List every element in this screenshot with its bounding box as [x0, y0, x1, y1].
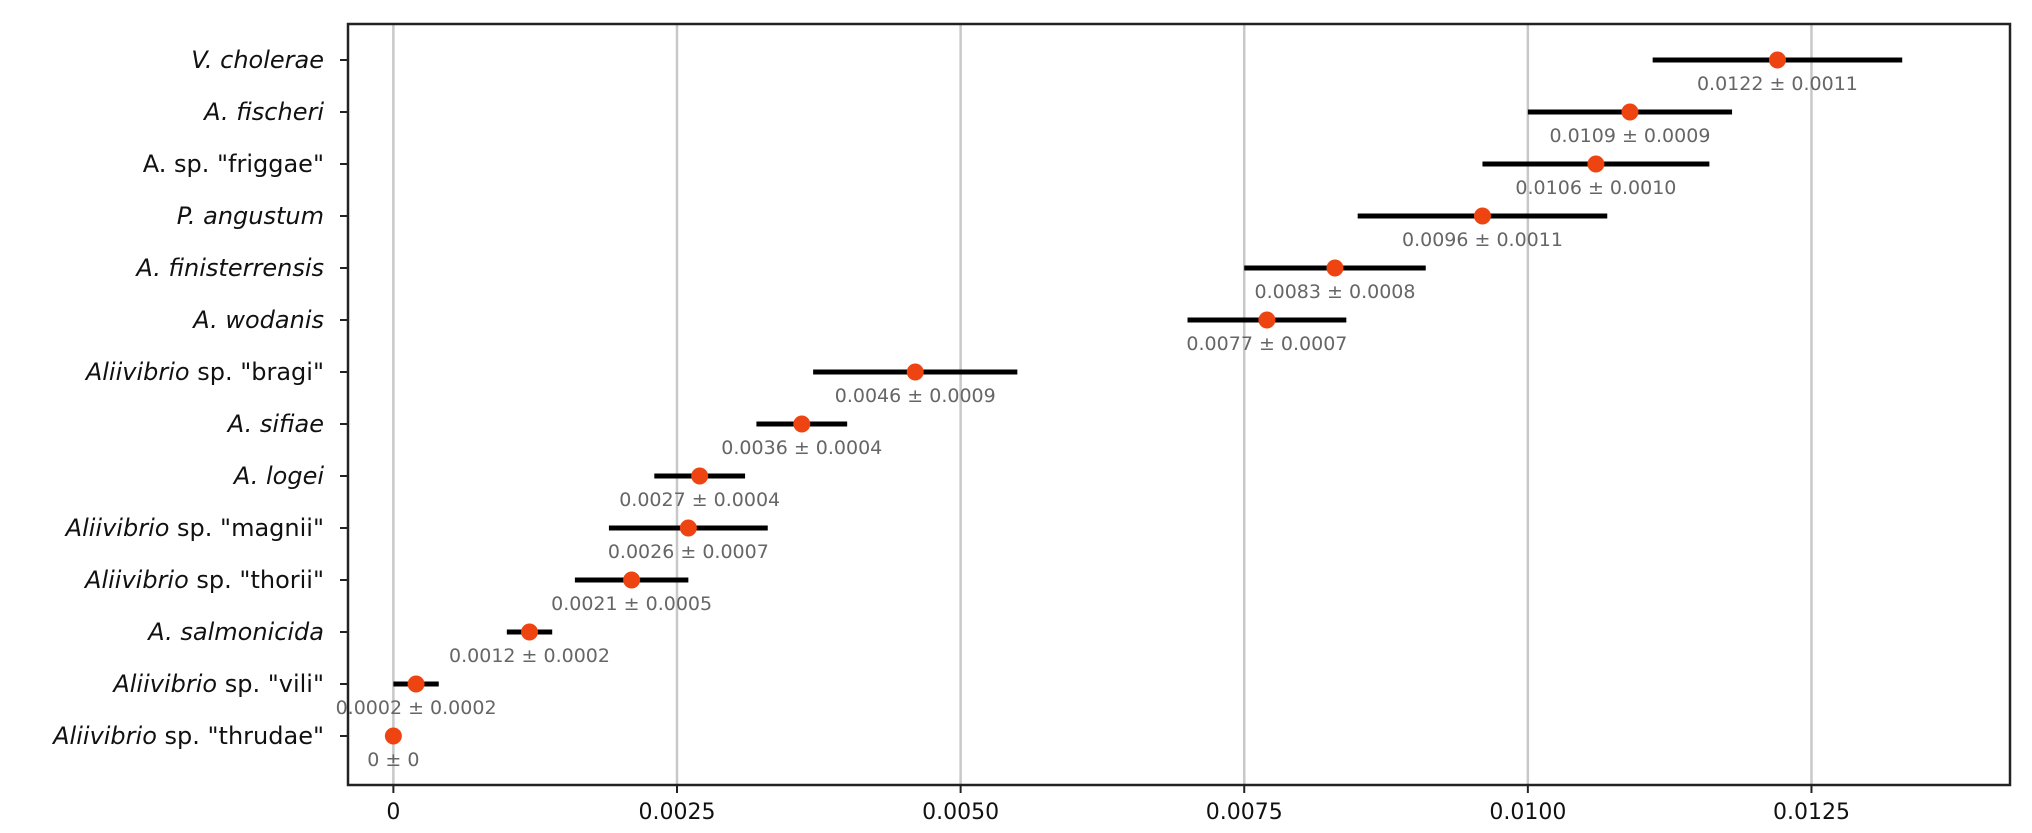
y-tick-label: Aliivibrio sp. "thorii": [83, 566, 324, 594]
y-label-plain-part: A. sp. "friggae": [143, 150, 324, 178]
data-point: [623, 571, 641, 589]
x-tick-label: 0.0025: [639, 800, 716, 825]
y-tick-label: A. sifiae: [226, 410, 324, 438]
data-point: [1258, 311, 1276, 329]
data-label: 0 ± 0: [367, 749, 419, 771]
y-tick-label: A. logei: [232, 462, 324, 490]
y-label-italic-part: A. logei: [232, 462, 324, 490]
data-label: 0.0002 ± 0.0002: [336, 697, 497, 719]
y-label-italic-part: Aliivibrio: [64, 514, 170, 542]
y-tick-label: P. angustum: [177, 202, 324, 230]
y-label-italic-part: Aliivibrio: [51, 722, 157, 750]
data-point: [1768, 51, 1786, 69]
data-point: [691, 467, 709, 485]
y-label-italic-part: A. finisterrensis: [134, 254, 324, 282]
data-label: 0.0077 ± 0.0007: [1186, 333, 1347, 355]
data-label: 0.0096 ± 0.0011: [1402, 229, 1563, 251]
data-point: [407, 675, 425, 693]
data-label: 0.0046 ± 0.0009: [835, 385, 996, 407]
data-label: 0.0026 ± 0.0007: [608, 541, 769, 563]
data-label: 0.0106 ± 0.0010: [1515, 177, 1676, 199]
y-tick-label: A. wodanis: [191, 306, 324, 334]
y-label-italic-part: Aliivibrio: [83, 566, 189, 594]
y-tick-label: A. salmonicida: [146, 618, 324, 646]
data-label: 0.0012 ± 0.0002: [449, 645, 610, 667]
y-label-plain-part: sp. "vili": [217, 670, 324, 698]
data-point: [1473, 207, 1491, 225]
y-tick-label: Aliivibrio sp. "bragi": [84, 358, 324, 386]
data-label: 0.0027 ± 0.0004: [619, 489, 780, 511]
y-label-plain-part: sp. "thorii": [189, 566, 324, 594]
y-label-plain-part: sp. "thrudae": [157, 722, 324, 750]
y-label-italic-part: Aliivibrio: [111, 670, 217, 698]
data-label: 0.0109 ± 0.0009: [1549, 125, 1710, 147]
y-tick-label: Aliivibrio sp. "thrudae": [51, 722, 324, 750]
data-label: 0.0021 ± 0.0005: [551, 593, 712, 615]
y-label-italic-part: A. sifiae: [226, 410, 324, 438]
plot-frame: [346, 22, 2012, 787]
data-point: [384, 727, 402, 745]
data-point: [1621, 103, 1639, 121]
data-point: [1326, 259, 1344, 277]
y-tick-label: V. cholerae: [191, 46, 324, 74]
data-label: 0.0122 ± 0.0011: [1697, 73, 1858, 95]
x-tick-label: 0.0125: [1773, 800, 1850, 825]
data-point: [793, 415, 811, 433]
y-tick-label: A. fischeri: [202, 98, 324, 126]
y-label-italic-part: P. angustum: [177, 202, 324, 230]
data-point: [679, 519, 697, 537]
y-label-italic-part: A. fischeri: [202, 98, 324, 126]
data-point: [1587, 155, 1605, 173]
x-tick-label: 0.0050: [922, 800, 999, 825]
data-point: [521, 623, 539, 641]
y-label-plain-part: sp. "bragi": [190, 358, 324, 386]
y-tick-label: Aliivibrio sp. "vili": [111, 670, 324, 698]
x-tick-label: 0: [386, 800, 400, 825]
y-tick-label: A. sp. "friggae": [143, 150, 324, 178]
x-tick-label: 0.0100: [1489, 800, 1566, 825]
data-label: 0.0036 ± 0.0004: [721, 437, 882, 459]
y-tick-label: A. finisterrensis: [134, 254, 324, 282]
data-label: 0.0083 ± 0.0008: [1255, 281, 1416, 303]
y-label-italic-part: Aliivibrio: [84, 358, 190, 386]
y-label-italic-part: A. salmonicida: [146, 618, 324, 646]
y-label-plain-part: sp. "magnii": [169, 514, 324, 542]
y-label-italic-part: A. wodanis: [191, 306, 324, 334]
x-tick-label: 0.0075: [1206, 800, 1283, 825]
y-tick-label: Aliivibrio sp. "magnii": [64, 514, 324, 542]
data-point: [906, 363, 924, 381]
y-label-italic-part: V. cholerae: [191, 46, 324, 74]
